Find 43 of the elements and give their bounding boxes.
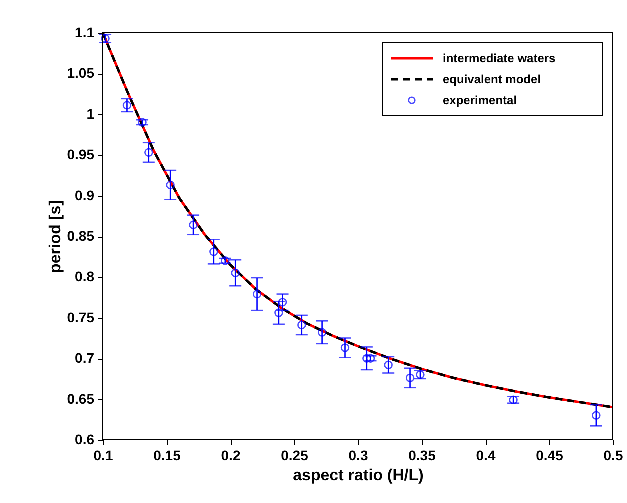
y-tick-label: 0.85 (67, 228, 95, 244)
y-tick-label: 0.95 (67, 146, 95, 163)
y-tick-label: 1 (86, 106, 95, 122)
point (592, 411, 601, 420)
point (221, 256, 230, 266)
x-tick-label: 0.5 (604, 448, 624, 464)
point (406, 374, 415, 382)
legend-label: experimental (443, 94, 518, 108)
x-axis-title: aspect ratio (H/L) (293, 468, 424, 484)
y-tick-label: 0.65 (67, 390, 95, 407)
x-tick-label: 0.15 (154, 448, 182, 464)
x-tick-label: 0.25 (281, 448, 309, 464)
point (318, 328, 327, 337)
point (362, 354, 372, 363)
point (144, 148, 154, 158)
y-tick-label: 1.1 (75, 24, 95, 40)
y-tick-label: 0.6 (75, 432, 95, 448)
y-tick-label: 0.8 (75, 268, 95, 285)
y-tick-label: 0.9 (75, 187, 95, 204)
point (340, 344, 350, 352)
point (138, 118, 147, 127)
point (210, 248, 218, 256)
legend-label: intermediate waters (443, 52, 556, 66)
point (231, 268, 240, 278)
point (278, 298, 288, 307)
point (252, 290, 262, 299)
x-tick-label: 0.1 (94, 448, 114, 464)
x-tick-label: 0.2 (221, 448, 241, 464)
point (122, 101, 132, 110)
point (166, 180, 175, 190)
point (189, 220, 198, 230)
y-tick-label: 0.7 (75, 350, 95, 366)
point (384, 360, 393, 370)
x-tick-label: 0.4 (476, 448, 496, 464)
point (298, 320, 306, 330)
x-tick-label: 0.3 (348, 448, 368, 464)
y-tick-label: 1.05 (67, 65, 95, 82)
x-tick-label: 0.45 (536, 448, 564, 464)
legend-label: equivalent model (443, 72, 542, 86)
point (509, 396, 518, 404)
x-tick-label: 0.35 (408, 448, 436, 464)
y-tick-label: 0.75 (67, 309, 95, 326)
y-axis-title: period [s] (47, 200, 64, 274)
